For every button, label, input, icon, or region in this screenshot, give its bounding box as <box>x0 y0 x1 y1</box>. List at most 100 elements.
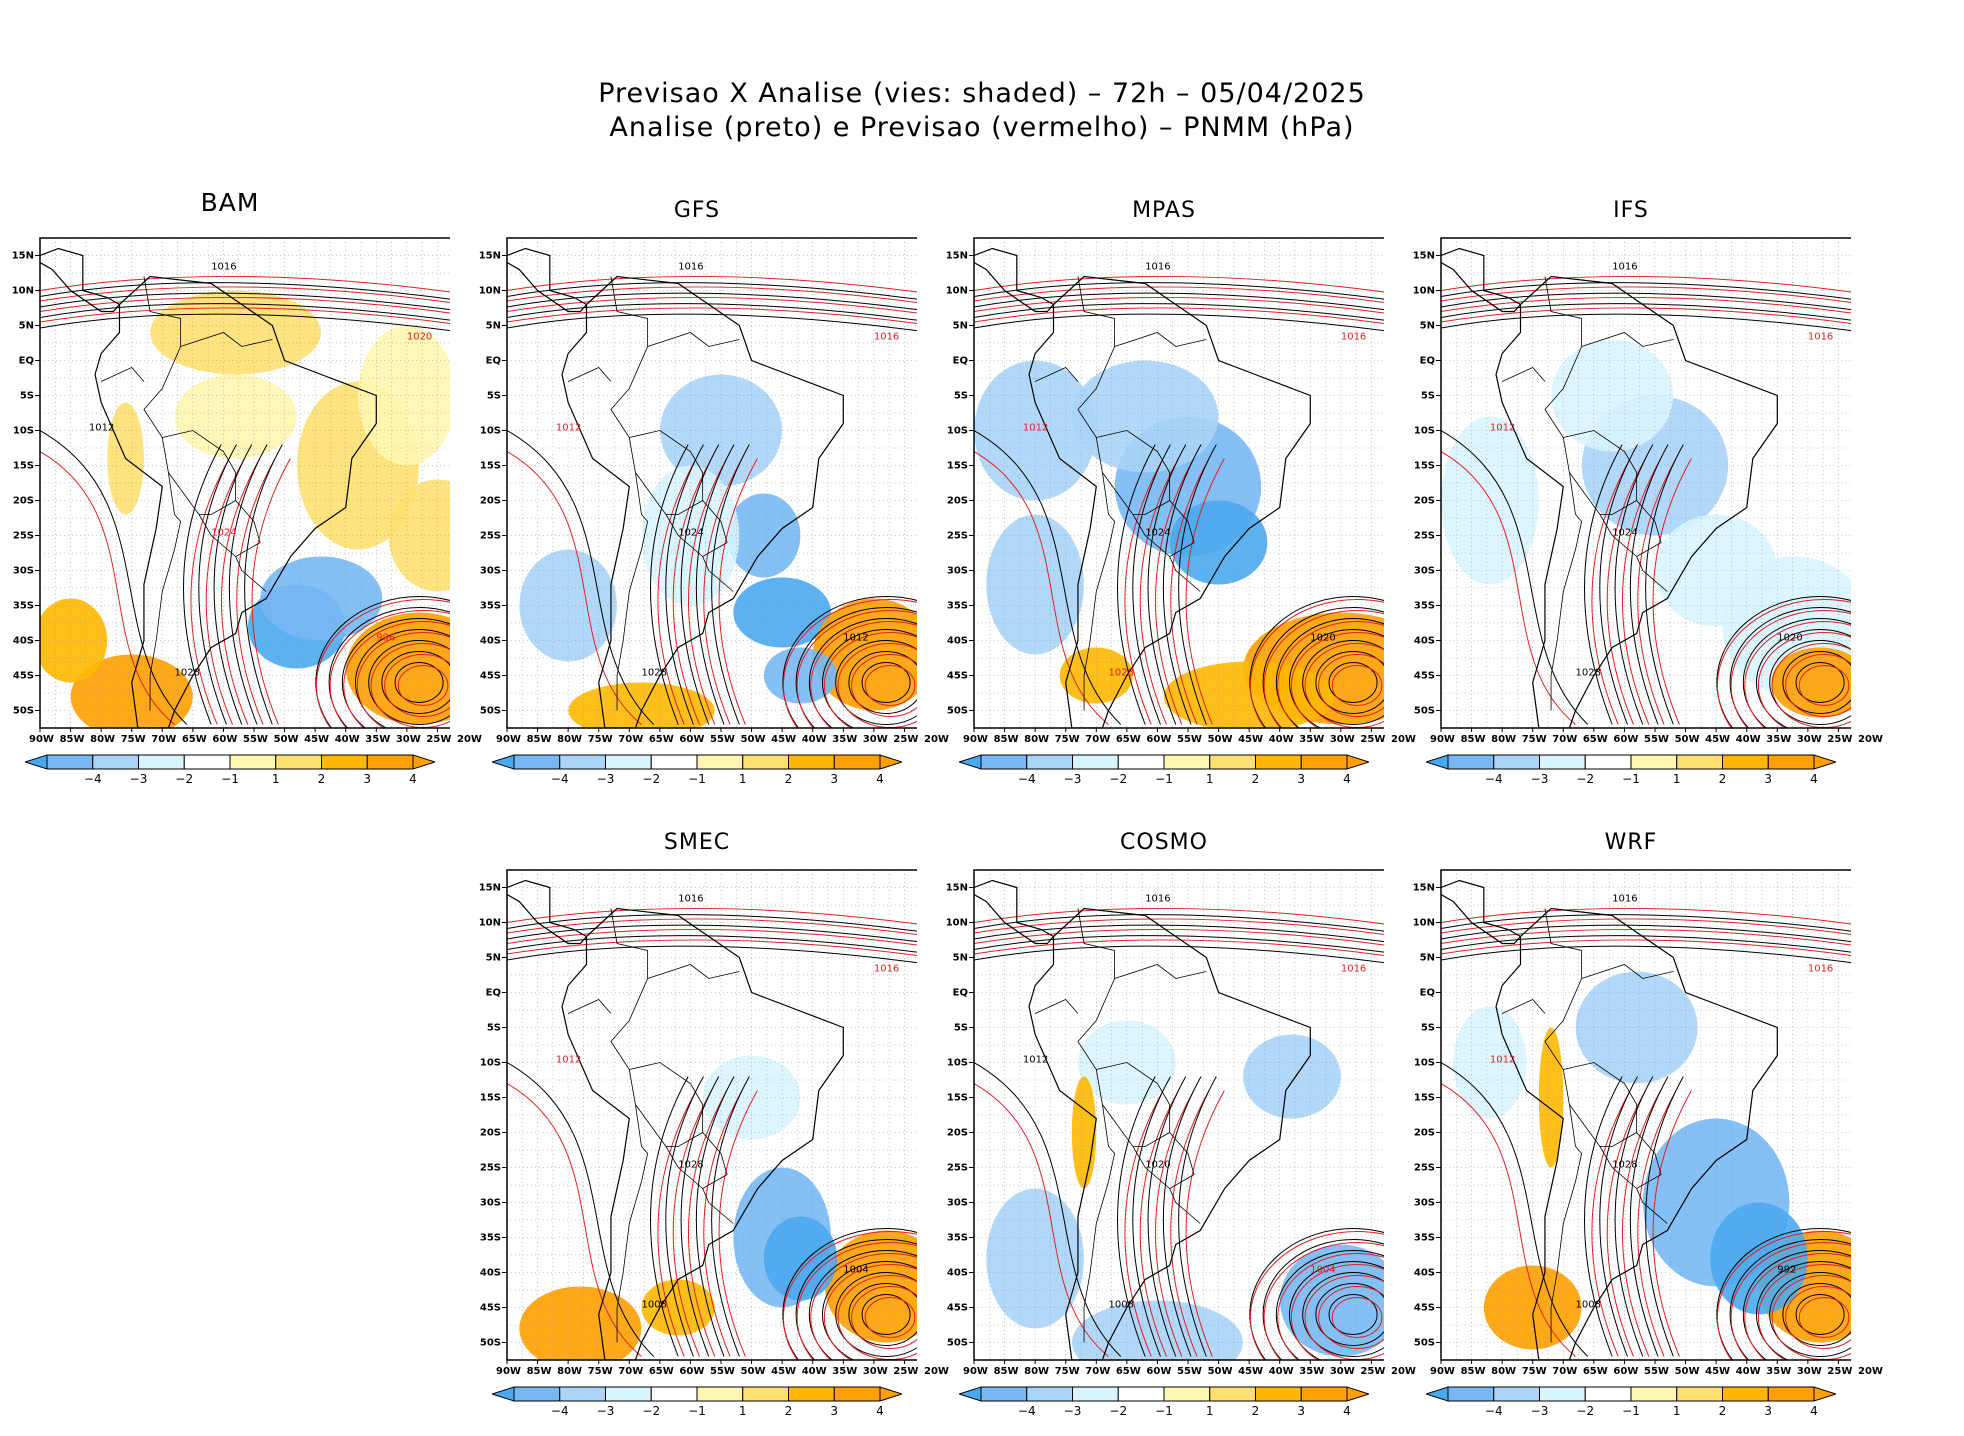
analysis-isobar <box>1441 935 1851 953</box>
lat-label: 30S <box>947 1198 968 1209</box>
forecast-isobar <box>1785 1286 1851 1349</box>
lon-label: 55W <box>1644 734 1669 745</box>
colorbar-label: 2 <box>1719 772 1727 786</box>
colorbar: −4 −3 −2 −1 1 2 3 4 <box>23 753 437 799</box>
lat-label: 35S <box>947 1233 968 1244</box>
colorbar-cell <box>46 754 94 770</box>
analysis-isobar <box>507 935 917 953</box>
lon-label: 30W <box>1796 1366 1822 1377</box>
isobar-label: 1008 <box>1109 1300 1134 1311</box>
lat-label: 5S <box>487 391 501 402</box>
forecast-isobar <box>718 458 758 725</box>
forecast-isobar <box>1441 307 1851 325</box>
lat-label: 30S <box>480 1198 501 1209</box>
colorbar-cell <box>980 754 1028 770</box>
lon-label: 85W <box>526 1366 552 1377</box>
lon-label: 75W <box>587 734 613 745</box>
colorbar-cell <box>879 1386 904 1402</box>
colorbar-cell <box>1493 1386 1540 1402</box>
bias-shading <box>1483 1265 1582 1350</box>
colorbar-cell <box>1813 754 1838 770</box>
isobar-label: 1008 <box>642 1300 667 1311</box>
colorbar-cell <box>605 754 652 770</box>
isobar-label: 1016 <box>1145 262 1170 273</box>
forecast-isobar <box>329 610 450 728</box>
bias-shading <box>1059 647 1133 704</box>
lon-label: 35W <box>365 734 391 745</box>
lat-label: 10N <box>1413 286 1435 297</box>
analysis-isobar <box>1795 1294 1845 1335</box>
country-border <box>162 430 267 592</box>
forecast-isobar <box>1798 1297 1850 1338</box>
isobar-label: 1028 <box>1612 1160 1637 1171</box>
lon-label: 30W <box>862 1366 888 1377</box>
analysis-isobar <box>835 1272 917 1357</box>
colorbar-label: −3 <box>1531 772 1549 786</box>
colorbar: −4 −3 −2 −1 1 2 3 4 <box>490 753 904 799</box>
isobar-label: 1016 <box>874 332 899 343</box>
forecast-isobar <box>974 451 1109 725</box>
isobar-label: 1028 <box>1109 668 1134 679</box>
colorbar-label: 2 <box>785 772 793 786</box>
analysis-isobar <box>1289 629 1384 728</box>
country-border <box>1599 1146 1637 1189</box>
forecast-isobar <box>1606 1090 1646 1357</box>
bias-shading <box>812 598 917 711</box>
analysis-isobar <box>1315 1283 1384 1346</box>
colorbar-label: 3 <box>830 1404 838 1418</box>
lon-label: 25W <box>893 734 919 745</box>
map-layers: 1016 1020 1012 1024 1028 996 <box>40 238 450 728</box>
colorbar-label: 1 <box>1206 1404 1214 1418</box>
map-svg: 1016 1016 1012 1028 1008 1004 15N 10N 5N EQ 5S 10S 1… <box>479 869 917 1364</box>
bias-shading <box>1551 339 1674 452</box>
lon-label: 75W <box>120 734 146 745</box>
isobar-label: 1008 <box>1576 1300 1601 1311</box>
bias-shading <box>1243 1034 1341 1119</box>
colorbar-cell <box>1255 754 1302 770</box>
country-border <box>567 367 612 382</box>
analysis-isobar <box>1645 444 1684 725</box>
forecast-isobar <box>1441 286 1851 304</box>
colorbar-label: 4 <box>409 772 417 786</box>
colorbar-label: 4 <box>1343 1404 1351 1418</box>
lat-label: 35S <box>480 1233 501 1244</box>
lat-label: 25S <box>947 531 968 542</box>
central-america-coastline <box>1441 247 1522 313</box>
analysis-isobar <box>1132 1076 1171 1357</box>
colorbar-label: −4 <box>551 1404 569 1418</box>
lat-label: 5S <box>20 391 34 402</box>
analysis-isobar <box>1275 1250 1384 1360</box>
analysis-isobar <box>1441 430 1589 725</box>
colorbar-cell <box>559 1386 606 1402</box>
analysis-isobar <box>1441 924 1851 943</box>
lat-label: 5N <box>486 953 501 964</box>
isobar-label: 1012 <box>556 423 581 434</box>
central-america-coastline <box>1441 879 1522 945</box>
map-layers: 1016 1016 1012 1020 1008 1004 <box>974 870 1384 1360</box>
analysis-isobar <box>1756 1261 1851 1360</box>
colorbar-label: 1 <box>739 1404 747 1418</box>
lon-label: 50W <box>740 734 766 745</box>
lat-label: 50S <box>480 1338 501 1349</box>
forecast-isobar <box>1318 654 1384 717</box>
lon-label: 30W <box>1329 734 1355 745</box>
lat-label: 15N <box>1413 251 1435 262</box>
forecast-isobar <box>507 907 917 925</box>
lat-label: 30S <box>947 566 968 577</box>
isobar-label: 1016 <box>211 262 236 273</box>
analysis-isobar <box>711 444 750 725</box>
forecast-isobar <box>40 286 450 304</box>
forecast-isobar <box>1139 1090 1179 1357</box>
lon-label: 75W <box>1054 1366 1080 1377</box>
lat-label: 15N <box>946 251 968 262</box>
forecast-isobar <box>236 458 276 725</box>
lat-label: 5S <box>954 391 968 402</box>
colorbar-cell <box>605 1386 652 1402</box>
analysis-isobar <box>1162 1076 1202 1357</box>
lon-label: 30W <box>395 734 421 745</box>
forecast-isobar <box>782 599 917 728</box>
lat-label: 40S <box>13 636 34 647</box>
isobar-label: 1012 <box>1023 1055 1048 1066</box>
country-border <box>1114 332 1207 347</box>
lon-label: 65W <box>181 734 207 745</box>
